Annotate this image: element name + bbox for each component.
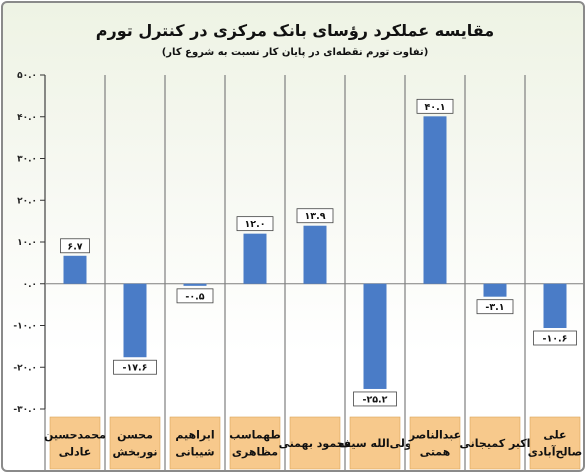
category-label: علی xyxy=(543,429,566,442)
y-tick-label: ۱۰.۰ xyxy=(17,238,37,248)
data-label-box xyxy=(533,330,577,346)
category-label: طهماسب xyxy=(229,429,281,442)
category-label-box xyxy=(229,416,281,470)
category-label: عادلی xyxy=(59,446,92,459)
data-label: -۰.۵ xyxy=(185,291,204,302)
bar xyxy=(423,116,447,284)
y-tick-label: ۵۰.۰ xyxy=(17,71,37,81)
chart-svg: ۵۰.۰ ۴۰.۰ ۳۰.۰ ۲۰.۰ ۱۰.۰ ۰.۰ -۱۰.۰ -۲۰.۰ -۳۰.۰ ۶.… xyxy=(13,71,583,470)
category-label: ابراهیم xyxy=(175,429,214,442)
data-label: ۴۰.۱ xyxy=(424,102,445,113)
y-tick-label: ۴۰.۰ xyxy=(17,113,37,123)
category-label: صالح‌آبادی xyxy=(528,445,583,459)
category-label: ولی‌الله سیف xyxy=(338,437,412,450)
category-label: شیبانی xyxy=(175,446,214,459)
category-label: نوربخش xyxy=(113,446,158,459)
data-label-box xyxy=(353,391,397,407)
y-tick-label: ۰.۰ xyxy=(23,280,37,290)
bar xyxy=(303,225,327,284)
category-label: محمود بهمنی xyxy=(279,437,352,450)
data-label: ۱۳.۹ xyxy=(304,211,325,222)
data-label: ۶.۷ xyxy=(67,241,82,252)
bar xyxy=(243,233,267,284)
category-label-box xyxy=(409,416,461,470)
y-tick-label: -۱۰.۰ xyxy=(13,322,37,332)
y-tick-label: ۲۰.۰ xyxy=(17,196,37,206)
category-label: محسن xyxy=(117,429,153,442)
data-label: -۳.۱ xyxy=(485,302,504,313)
bar xyxy=(363,283,387,389)
data-label-box xyxy=(416,98,454,114)
y-tick-label: -۳۰.۰ xyxy=(13,405,37,415)
bar xyxy=(183,283,207,286)
bar xyxy=(483,283,507,297)
data-label: -۲۵.۲ xyxy=(363,394,388,405)
data-label-box xyxy=(296,208,334,224)
data-label-box xyxy=(113,359,157,375)
chart-subtitle: (تفاوت تورم نقطه‌ای در پایان کار نسبت به… xyxy=(161,47,429,58)
category-label: مظاهری xyxy=(232,446,278,459)
data-label-box xyxy=(476,299,514,315)
data-label-box xyxy=(236,216,274,232)
category-label-box xyxy=(49,416,101,470)
category-label-box xyxy=(289,416,341,470)
category-label-box xyxy=(529,416,581,470)
category-label-box xyxy=(169,416,221,470)
data-label-box xyxy=(176,288,214,304)
category-label-box xyxy=(109,416,161,470)
category-label: عبدالناصر xyxy=(408,429,461,442)
data-label-box xyxy=(60,238,90,254)
category-label-box xyxy=(469,416,521,470)
category-label-box xyxy=(349,416,401,470)
bar xyxy=(63,255,87,284)
bar xyxy=(123,283,147,358)
category-label: همتی xyxy=(420,446,451,459)
category-label: اکبر کمیجانی xyxy=(460,437,531,450)
chart-title: مقایسه عملکرد رؤسای بانک مرکزی در کنترل … xyxy=(95,21,495,40)
bar xyxy=(543,283,567,329)
y-tick-label: ۳۰.۰ xyxy=(17,155,37,165)
y-tick-label: -۲۰.۰ xyxy=(13,363,37,373)
data-label: -۱۰.۶ xyxy=(543,334,568,345)
data-label: -۱۷.۶ xyxy=(123,363,148,374)
data-label: ۱۲.۰ xyxy=(244,219,265,230)
category-label: محمدحسین xyxy=(44,429,106,442)
